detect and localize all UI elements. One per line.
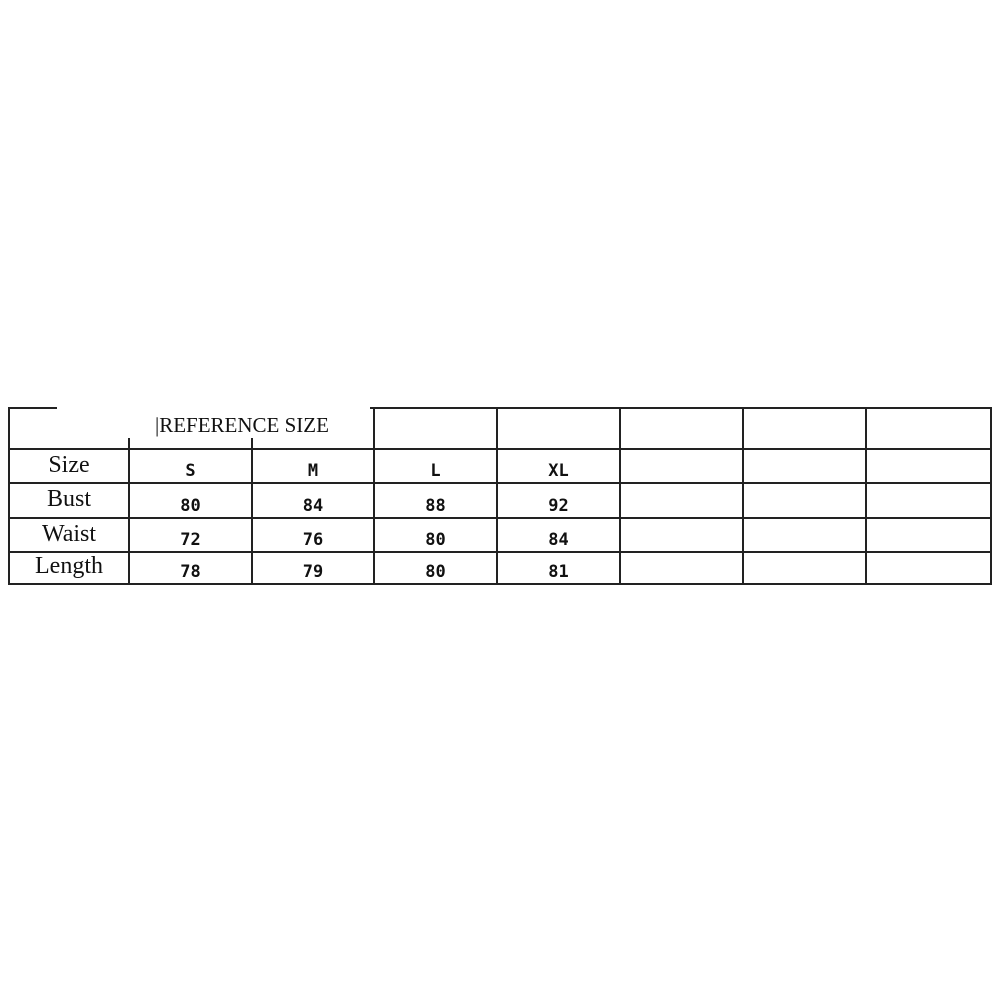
empty-cell bbox=[619, 448, 744, 484]
empty-cell bbox=[865, 482, 992, 519]
size-row: Size S M L XL bbox=[8, 448, 992, 484]
empty-cell bbox=[865, 407, 992, 450]
value-cell: 80 bbox=[128, 482, 253, 519]
empty-cell bbox=[865, 551, 992, 585]
empty-cell bbox=[496, 407, 621, 450]
row-label: Waist bbox=[8, 517, 130, 553]
empty-cell bbox=[865, 517, 992, 553]
table-row: Bust 80 84 88 92 bbox=[8, 482, 992, 519]
empty-cell bbox=[742, 517, 867, 553]
value-cell: 76 bbox=[251, 517, 375, 553]
empty-cell bbox=[619, 517, 744, 553]
table-row: Waist 72 76 80 84 bbox=[8, 517, 992, 553]
empty-cell bbox=[619, 551, 744, 585]
value-cell: 78 bbox=[128, 551, 253, 585]
empty-cell bbox=[373, 407, 498, 450]
empty-cell bbox=[865, 448, 992, 484]
size-cell: XL bbox=[496, 448, 621, 484]
size-cell: M bbox=[251, 448, 375, 484]
empty-cell bbox=[742, 482, 867, 519]
size-cell: L bbox=[373, 448, 498, 484]
empty-cell bbox=[742, 407, 867, 450]
value-cell: 92 bbox=[496, 482, 621, 519]
row-label: Size bbox=[8, 448, 130, 484]
value-cell: 88 bbox=[373, 482, 498, 519]
size-cell: S bbox=[128, 448, 253, 484]
empty-cell bbox=[742, 448, 867, 484]
title-cell: |REFERENCE SIZE bbox=[8, 407, 377, 450]
value-cell: 80 bbox=[373, 551, 498, 585]
empty-cell bbox=[619, 482, 744, 519]
empty-cell bbox=[619, 407, 744, 450]
value-cell: 84 bbox=[496, 517, 621, 553]
table-title: |REFERENCE SIZE bbox=[155, 413, 329, 437]
empty-cell bbox=[742, 551, 867, 585]
title-row: |REFERENCE SIZE bbox=[8, 407, 992, 450]
value-cell: 81 bbox=[496, 551, 621, 585]
row-label: Bust bbox=[8, 482, 130, 519]
table-row: Length 78 79 80 81 bbox=[8, 551, 992, 585]
value-cell: 72 bbox=[128, 517, 253, 553]
value-cell: 84 bbox=[251, 482, 375, 519]
value-cell: 80 bbox=[373, 517, 498, 553]
value-cell: 79 bbox=[251, 551, 375, 585]
size-chart-table: |REFERENCE SIZE Size S M L XL Bust 80 84… bbox=[8, 407, 992, 585]
row-label: Length bbox=[8, 551, 130, 585]
